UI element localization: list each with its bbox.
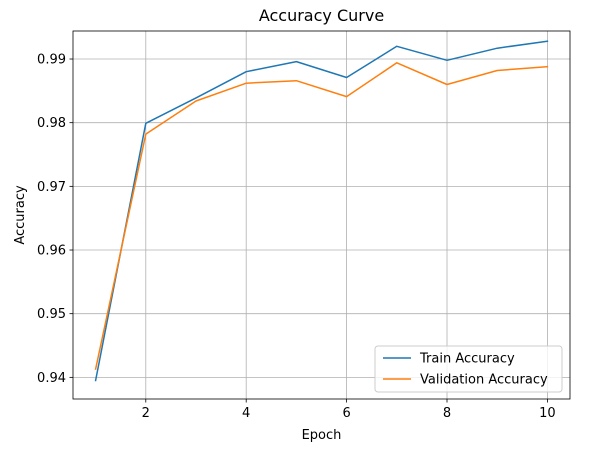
x-tick-label: 2 (142, 406, 150, 421)
y-tick-label: 0.95 (37, 307, 66, 322)
y-tick-label: 0.99 (37, 53, 66, 68)
y-tick-label: 0.96 (37, 244, 66, 259)
plot-area-frame (72, 30, 571, 400)
x-tick-label: 10 (539, 406, 556, 421)
legend-box (374, 345, 563, 393)
chart-title: Accuracy Curve (259, 6, 384, 25)
x-tick-label: 4 (242, 406, 250, 421)
axis-ticks: 2 4 6 8 10 0.94 0.95 0.96 0.97 0.98 0.99 (37, 53, 556, 421)
legend-label-validation: Validation Accuracy (420, 373, 548, 388)
x-tick-label: 8 (443, 406, 451, 421)
x-axis-label: Epoch (302, 428, 342, 443)
grid-lines (73, 31, 570, 399)
legend: Train Accuracy Validation Accuracy (374, 345, 563, 393)
y-tick-label: 0.98 (37, 116, 66, 131)
train-accuracy-line (94, 40, 549, 382)
y-tick-label: 0.97 (37, 180, 66, 195)
y-tick-label: 0.94 (37, 371, 66, 386)
y-axis-label: Accuracy (13, 185, 28, 245)
series-lines (94, 40, 549, 382)
validation-accuracy-line (94, 62, 549, 370)
legend-label-train: Train Accuracy (419, 352, 515, 367)
x-tick-label: 6 (342, 406, 350, 421)
